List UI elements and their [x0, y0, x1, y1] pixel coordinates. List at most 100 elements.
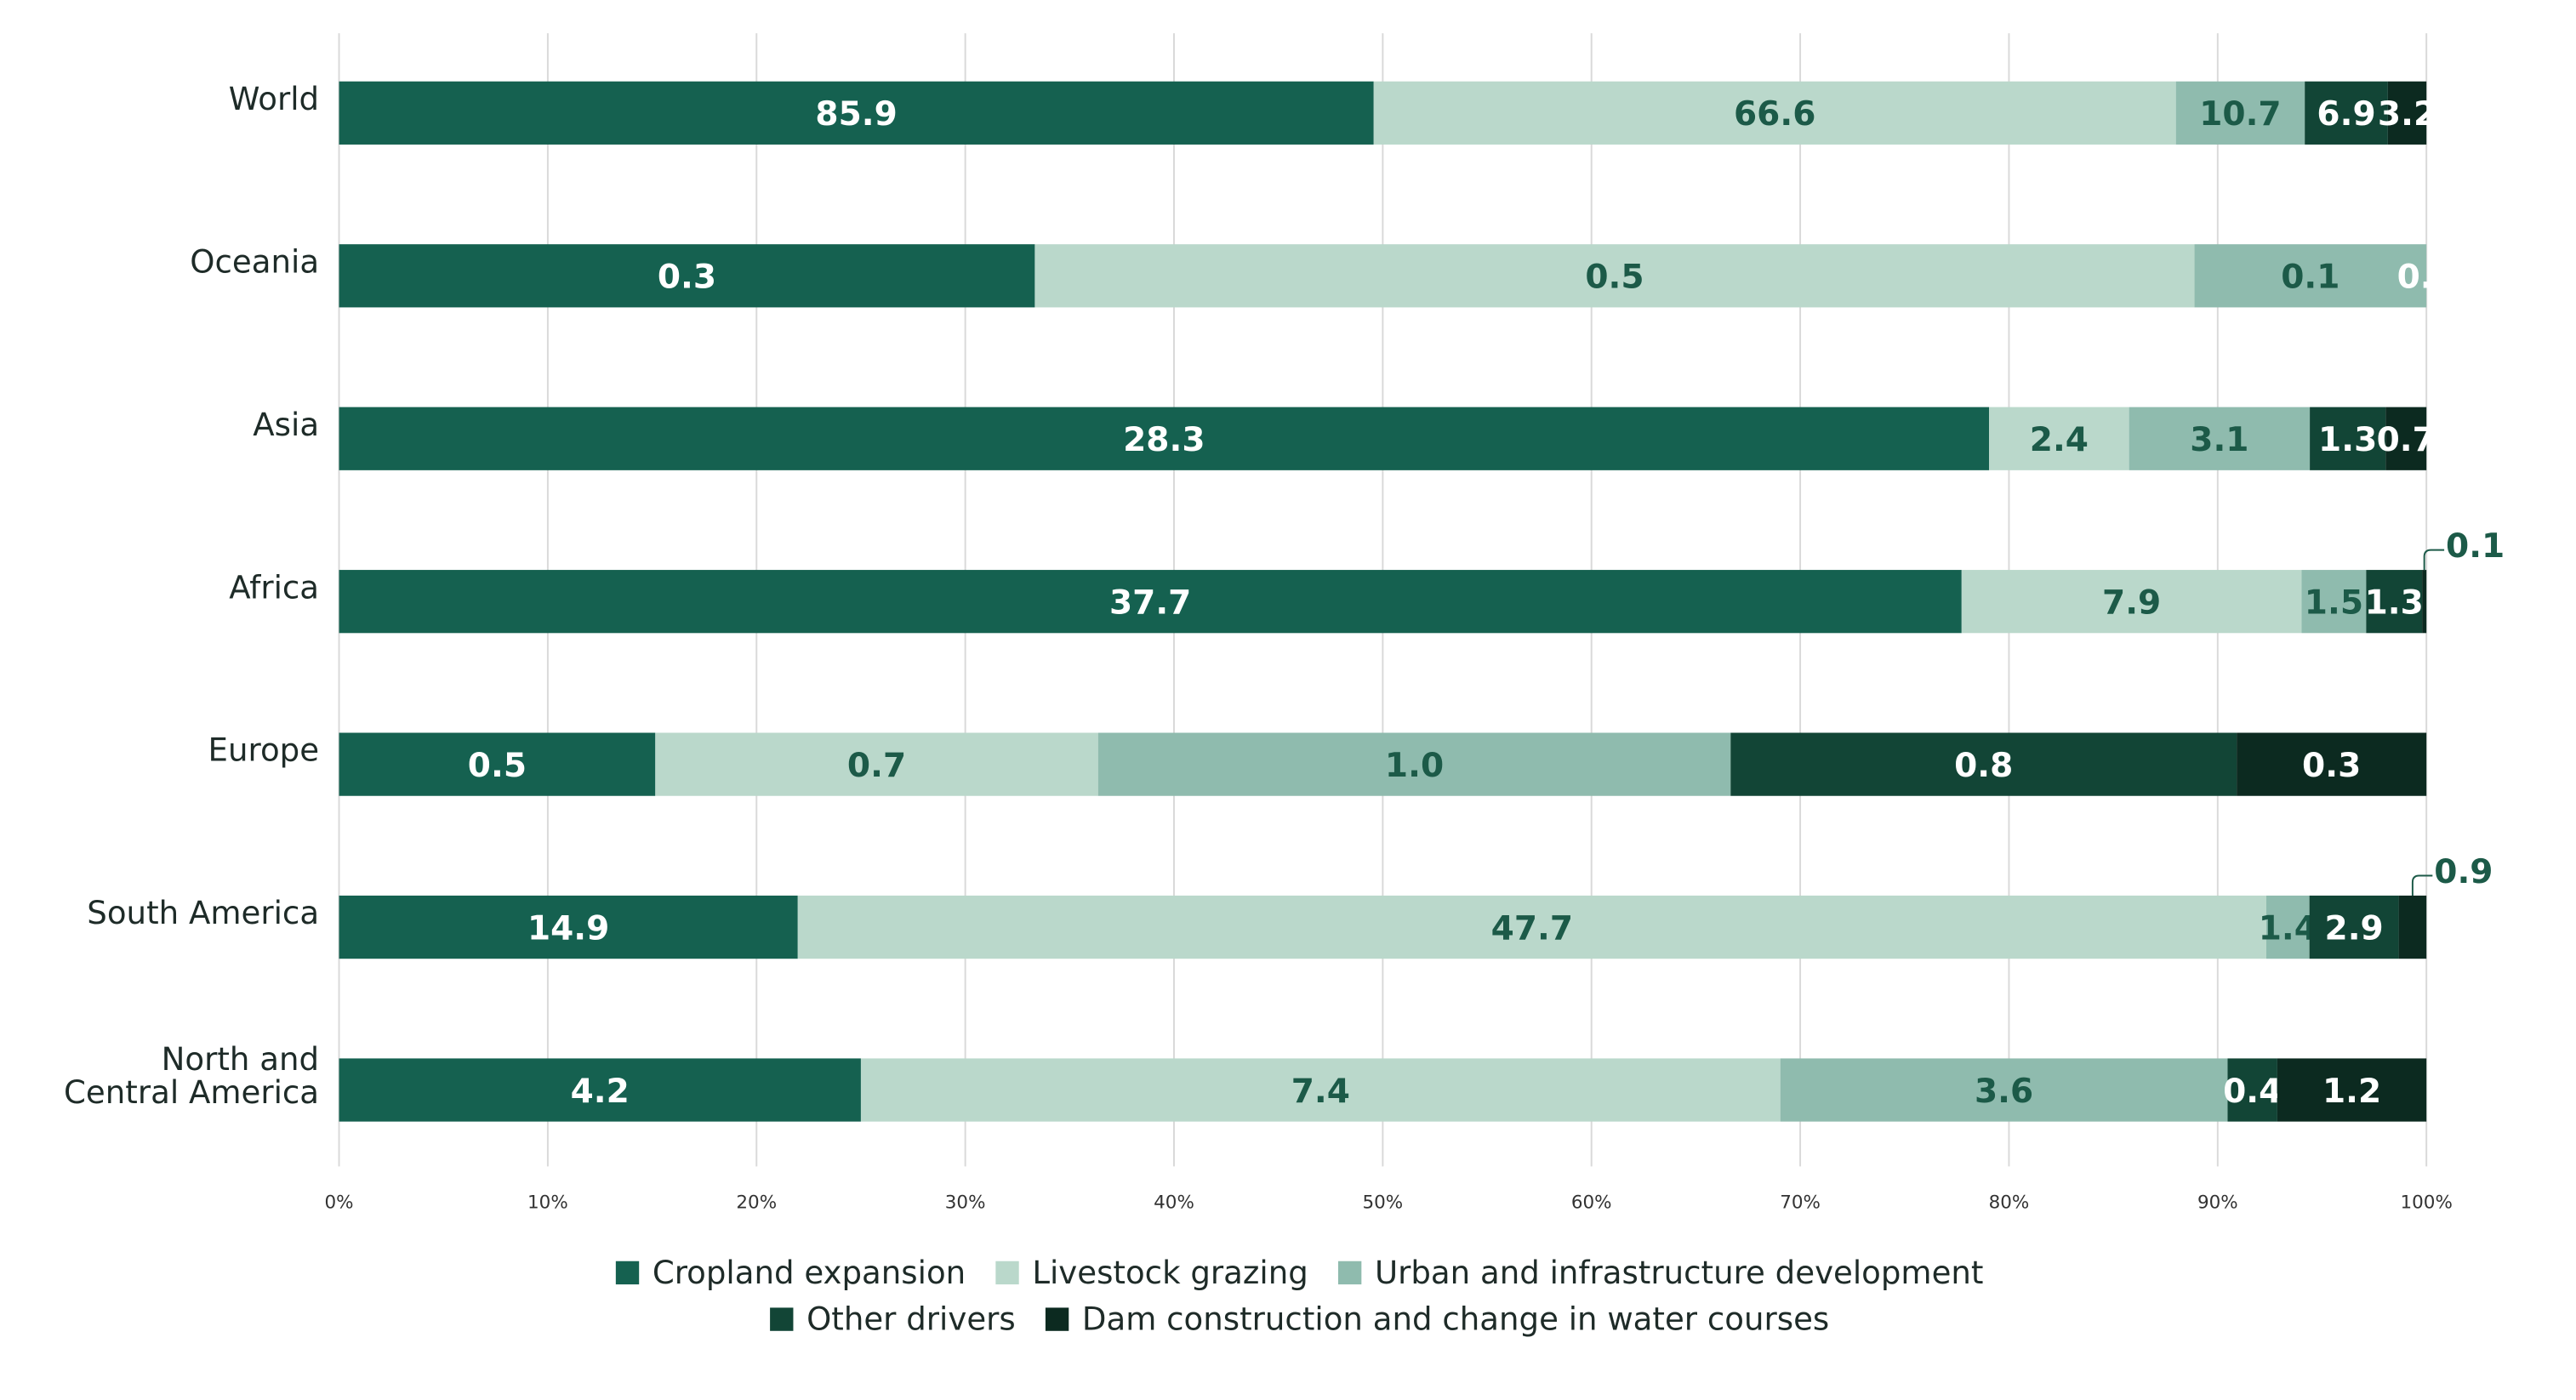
data-label: 0.9: [2434, 853, 2493, 891]
category-label-box: Oceania: [190, 244, 320, 282]
data-label: 47.7: [1491, 909, 1573, 948]
data-label: 85.9: [815, 95, 897, 134]
bar-segment: [339, 1058, 861, 1122]
data-label: 14.9: [527, 909, 609, 948]
x-tick-label: 100%: [2400, 1192, 2452, 1213]
legend-label: Other drivers: [806, 1301, 1016, 1338]
x-tick-label: 30%: [945, 1192, 986, 1213]
data-label: 2.4: [2030, 421, 2089, 459]
data-label: 0.3: [658, 259, 716, 297]
bar-segment: [2387, 81, 2427, 145]
data-label: 28.3: [1123, 421, 1205, 459]
data-label: 0.5: [1585, 259, 1644, 297]
bar-segment: [339, 407, 1990, 470]
data-label: 3.1: [2190, 421, 2248, 459]
bar-segment: [339, 570, 1962, 634]
bar-segment: [2129, 407, 2311, 470]
bar-segment: [339, 732, 656, 796]
bar-segment: [339, 81, 1374, 145]
category-label-box: Africa: [229, 572, 319, 605]
data-label: 3.2: [2378, 95, 2436, 134]
legend-label: Dam construction and change in water cou…: [1082, 1301, 1829, 1338]
bar-segment: [2422, 570, 2427, 634]
category-label-box: World: [229, 83, 319, 117]
data-label: 1.4: [2259, 909, 2317, 948]
data-label: 0.1: [2281, 259, 2339, 297]
category-label: Oceania: [190, 244, 320, 282]
legend-swatch: [770, 1307, 794, 1331]
data-label: 0.7: [2377, 421, 2436, 459]
legend-label: Urban and infrastructure development: [1375, 1255, 1984, 1291]
leader-line: [2411, 874, 2433, 896]
legend-label: Cropland expansion: [653, 1255, 966, 1291]
bar-segment: [2237, 732, 2427, 796]
category-label: North and Central America: [63, 1041, 320, 1112]
data-label: 0.5: [468, 747, 527, 785]
data-label: 10.7: [2199, 95, 2281, 134]
bar-segment: [2194, 244, 2427, 308]
bar-segment: [2398, 895, 2427, 959]
data-label: 0.4: [2223, 1073, 2282, 1111]
category-label-box: North and Central America: [63, 1041, 320, 1112]
category-label: Europe: [208, 732, 320, 770]
bar-segment: [339, 244, 1035, 308]
bar-segment: [1730, 732, 2237, 796]
x-tick-label: 0%: [324, 1192, 353, 1213]
x-tick-label: 20%: [736, 1192, 777, 1213]
bar-segment: [797, 895, 2266, 959]
legend-row: Cropland expansion Livestock grazing Urban…: [615, 1255, 1984, 1291]
category-label-box: South America: [87, 895, 320, 932]
legend-swatch: [1337, 1261, 1362, 1285]
data-label: 1.0: [1385, 747, 1444, 785]
bar-segment: [339, 895, 798, 959]
bar-segment: [1034, 244, 2195, 308]
legend-swatch: [1045, 1307, 1069, 1331]
data-label: 0.7: [847, 747, 906, 785]
bar-segment: [2227, 1058, 2277, 1122]
bar-segment: [860, 1058, 1781, 1122]
category-label: Asia: [253, 407, 320, 444]
bar-segment: [2265, 895, 2310, 959]
x-tick-label: 90%: [2197, 1192, 2238, 1213]
bar-segment: [2277, 1058, 2427, 1122]
data-label: 7.4: [1291, 1073, 1350, 1111]
bar-segment: [1989, 407, 2129, 470]
legend-label: Livestock grazing: [1032, 1255, 1308, 1291]
data-label: 1.3: [2318, 421, 2377, 459]
bar-segment: [2366, 570, 2423, 634]
category-label-box: Asia: [253, 407, 320, 444]
x-tick-label: 10%: [527, 1192, 568, 1213]
data-label: 1.3: [2365, 584, 2424, 623]
data-label: 3.6: [1975, 1073, 2033, 1111]
data-label: 0.0: [2397, 259, 2456, 297]
data-label: 7.9: [2102, 584, 2161, 623]
x-tick-label: 70%: [1780, 1192, 1821, 1213]
data-label: 1.5: [2305, 584, 2363, 623]
x-tick-label: 60%: [1571, 1192, 1612, 1213]
bar-segment: [2310, 407, 2386, 470]
bar-segment: [2175, 81, 2305, 145]
legend-row: Other drivers Dam construction and change…: [770, 1301, 1829, 1338]
category-label: South America: [87, 895, 320, 932]
category-label-box: Europe: [208, 732, 320, 770]
data-label: 1.2: [2322, 1073, 2381, 1111]
legend-swatch: [615, 1261, 640, 1285]
leader-line: [2423, 549, 2445, 571]
data-label: 0.8: [1954, 747, 2013, 785]
data-label: 0.3: [2302, 747, 2361, 785]
x-tick-label: 50%: [1362, 1192, 1403, 1213]
x-tick-label: 40%: [1154, 1192, 1194, 1213]
data-label: 37.7: [1109, 584, 1191, 623]
data-label: 6.9: [2317, 95, 2375, 134]
bar-segment: [2301, 570, 2367, 634]
bar-segment: [655, 732, 1098, 796]
data-label: 4.2: [571, 1073, 630, 1111]
bar-segment: [2385, 407, 2427, 470]
bar-segment: [1780, 1058, 2228, 1122]
data-label: 0.1: [2446, 527, 2505, 566]
legend-swatch: [995, 1261, 1019, 1285]
bar-segment: [1097, 732, 1731, 796]
bar-segment: [2305, 81, 2388, 145]
